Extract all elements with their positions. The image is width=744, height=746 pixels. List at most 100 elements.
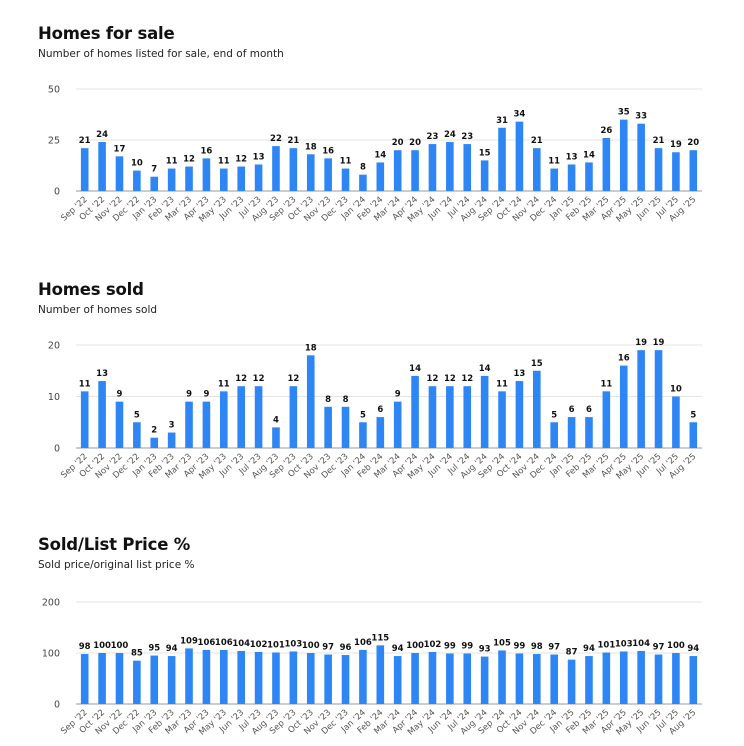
bar (393, 401, 402, 448)
bar (585, 162, 593, 191)
bar (428, 144, 437, 191)
data-label: 21 (653, 136, 665, 146)
data-label: 105 (493, 638, 511, 648)
bar (376, 645, 385, 704)
bar (515, 121, 524, 191)
y-tick-label: 200 (42, 598, 60, 609)
data-label: 12 (287, 374, 299, 384)
bar (254, 386, 263, 448)
data-label: 101 (597, 640, 615, 650)
data-label: 34 (513, 110, 525, 120)
data-label: 21 (531, 136, 543, 146)
bar (567, 659, 576, 704)
bar (237, 650, 245, 704)
data-label: 103 (615, 639, 633, 649)
data-label: 15 (479, 148, 491, 158)
bar (272, 652, 280, 704)
bar (115, 653, 124, 704)
bar (619, 119, 628, 191)
bar (167, 656, 176, 704)
bar (463, 653, 472, 704)
bar (533, 148, 541, 191)
bar (202, 401, 211, 448)
chart-title: Homes sold (38, 280, 144, 299)
bar (80, 654, 89, 704)
data-label: 11 (600, 379, 612, 389)
bar (220, 649, 228, 704)
bar (167, 432, 176, 448)
chart-sold-list-price: Sold/List Price % Sold price/original li… (0, 516, 744, 746)
data-label: 24 (96, 130, 108, 140)
bar (654, 148, 663, 191)
data-label: 24 (444, 130, 456, 140)
bar (550, 168, 558, 191)
bar (80, 148, 89, 191)
data-label: 93 (479, 645, 491, 655)
data-label: 109 (180, 636, 198, 646)
data-label: 9 (186, 390, 192, 400)
data-label: 23 (461, 132, 473, 142)
bar (567, 164, 576, 191)
data-label: 23 (427, 132, 439, 142)
data-label: 19 (653, 338, 665, 348)
bar (220, 391, 228, 448)
bar (220, 168, 228, 191)
data-label: 106 (198, 638, 216, 648)
data-label: 18 (305, 343, 317, 353)
y-tick-label: 100 (42, 649, 60, 660)
data-label: 5 (551, 410, 557, 420)
data-label: 99 (461, 642, 473, 652)
data-label: 16 (200, 146, 212, 156)
bar (619, 365, 628, 448)
bar (359, 649, 367, 704)
bar (306, 355, 315, 448)
data-label: 13 (96, 369, 108, 379)
data-label: 31 (496, 116, 508, 126)
bar (672, 396, 680, 448)
bar (446, 653, 454, 704)
bar (498, 391, 506, 448)
data-label: 20 (392, 138, 404, 148)
data-label: 100 (93, 641, 111, 651)
chart-title: Homes for sale (38, 24, 175, 43)
bar (585, 656, 593, 704)
bar (533, 370, 541, 448)
chart-homes-sold: Homes sold Number of homes sold 0 10 20 11 S… (0, 260, 744, 520)
data-label: 97 (653, 643, 665, 653)
bar (150, 437, 159, 448)
bar (393, 656, 402, 704)
bar (254, 164, 263, 191)
bar (185, 401, 193, 448)
bar (115, 156, 124, 191)
data-label: 3 (169, 421, 175, 431)
data-label: 9 (117, 390, 123, 400)
data-label: 103 (284, 639, 302, 649)
data-label: 4 (273, 415, 279, 425)
bar (341, 655, 350, 704)
bar (446, 142, 454, 191)
bar (98, 142, 106, 191)
bar (98, 381, 106, 448)
bar (637, 650, 645, 704)
data-label: 10 (131, 159, 143, 169)
data-label: 104 (632, 639, 650, 649)
data-label: 11 (496, 379, 508, 389)
bar (341, 168, 350, 191)
bar (133, 422, 141, 448)
data-label: 13 (253, 152, 265, 162)
chart-subtitle: Sold price/original list price % (38, 559, 195, 571)
bar (376, 417, 385, 448)
bar (672, 152, 680, 191)
data-label: 2 (151, 426, 157, 436)
data-label: 12 (444, 374, 456, 384)
data-label: 115 (371, 633, 389, 643)
data-label: 100 (406, 641, 424, 651)
bar (480, 375, 489, 448)
bar (376, 162, 385, 191)
bar (602, 652, 611, 704)
bar (359, 174, 367, 191)
chart-subtitle: Number of homes listed for sale, end of … (38, 48, 284, 60)
